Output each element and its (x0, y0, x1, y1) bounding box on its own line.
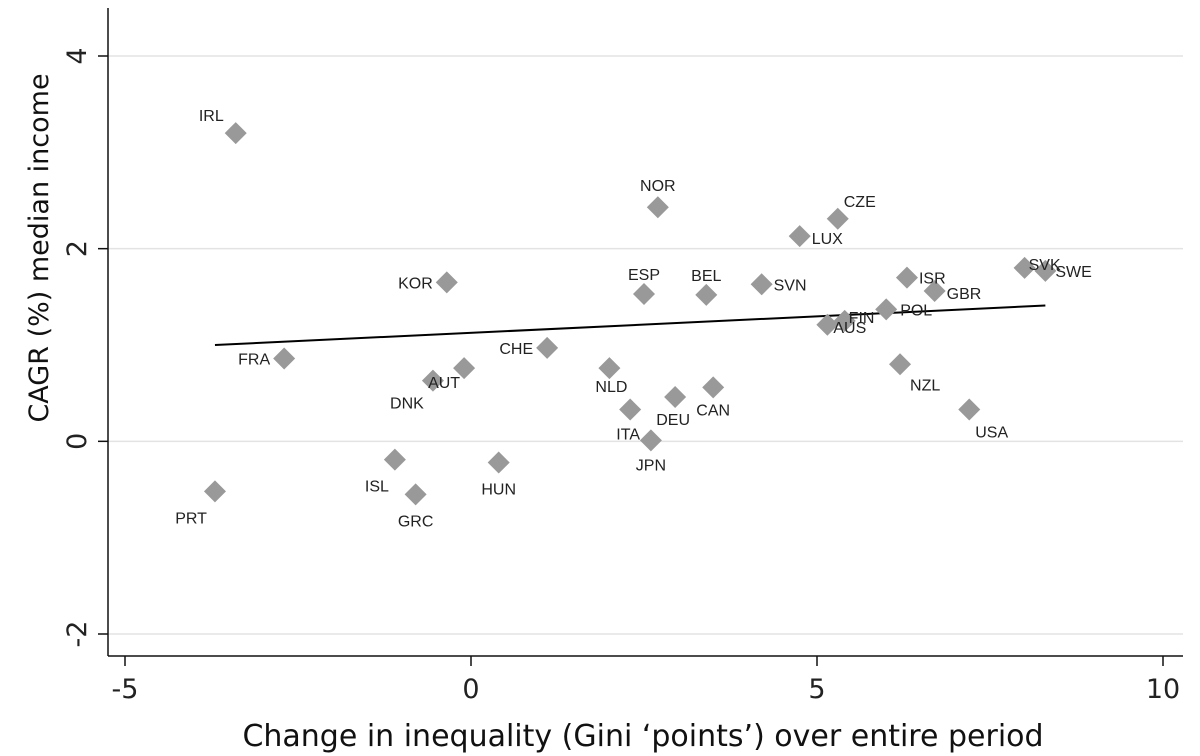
data-point (619, 398, 642, 421)
point-label: IRL (199, 108, 224, 125)
data-point (889, 353, 912, 376)
point-label: KOR (398, 275, 433, 292)
point-label: GBR (947, 286, 982, 303)
point-label: NOR (640, 178, 676, 195)
point-label: SWE (1055, 264, 1091, 281)
x-tick-label: -5 (112, 674, 139, 705)
data-point (273, 347, 296, 370)
data-point (695, 283, 718, 306)
fit-line (214, 304, 1046, 346)
data-point (833, 309, 856, 332)
point-label: ESP (628, 267, 660, 284)
axes: -2 0 2 4 -5 0 5 10 (62, 8, 1183, 705)
point-label: NZL (910, 377, 940, 394)
data-point (816, 313, 839, 336)
point-label: AUS (833, 320, 866, 337)
data-point (826, 207, 849, 230)
point-label: JPN (636, 457, 666, 474)
point-label: ISR (919, 271, 946, 288)
data-point (639, 429, 662, 452)
point-label: BEL (691, 268, 721, 285)
data-point (487, 451, 510, 474)
point-label: FRA (238, 351, 270, 368)
data-point (923, 280, 946, 303)
point-label: ISL (365, 479, 389, 496)
data-point (224, 122, 247, 145)
point-label: PRT (175, 510, 207, 527)
point-label: AUT (428, 375, 460, 392)
point-label: FIN (849, 310, 875, 327)
x-tick-label: 5 (808, 674, 825, 705)
data-point (702, 376, 725, 399)
y-tick-label: 2 (62, 240, 93, 257)
data-point (875, 298, 898, 321)
point-label: LUX (812, 231, 843, 248)
point-label: GRC (398, 513, 434, 530)
gridlines (108, 55, 1183, 635)
data-point (895, 266, 918, 289)
x-axis-title: Change in inequality (Gini ‘points’) ove… (242, 719, 1043, 754)
data-point (598, 357, 621, 380)
point-label: ITA (616, 427, 640, 444)
data-point (958, 398, 981, 421)
data-point (664, 386, 687, 409)
point-label: CAN (696, 402, 730, 419)
point-label: DEU (656, 412, 690, 429)
point-label: HUN (481, 482, 516, 499)
y-tick-label: 0 (62, 433, 93, 450)
y-tick-label: -2 (62, 621, 93, 648)
data-point (633, 282, 655, 305)
x-tick-label: 10 (1146, 674, 1180, 705)
point-label: CHE (499, 341, 533, 358)
point-label: SVN (774, 277, 807, 294)
point-label: SVK (1029, 257, 1061, 274)
data-point (536, 336, 559, 359)
point-label: CZE (844, 194, 876, 211)
data-point (421, 369, 444, 392)
fit-line-group (214, 304, 1046, 346)
point-label: POL (900, 302, 932, 319)
point-label: DNK (390, 396, 424, 413)
y-axis-title: CAGR (%) median income (24, 73, 55, 422)
data-point (788, 225, 811, 248)
data-point (203, 480, 226, 503)
data-point (383, 448, 406, 471)
data-points (203, 122, 1057, 506)
point-label: NLD (595, 379, 627, 396)
data-point (750, 273, 773, 296)
data-point (453, 357, 476, 380)
data-point (646, 196, 669, 219)
y-tick-label: 4 (62, 47, 93, 64)
x-tick-label: 0 (462, 674, 479, 705)
data-point (1034, 259, 1057, 282)
data-point (435, 271, 458, 294)
data-point (1013, 256, 1036, 279)
point-label: USA (975, 425, 1008, 442)
data-point (404, 483, 427, 506)
